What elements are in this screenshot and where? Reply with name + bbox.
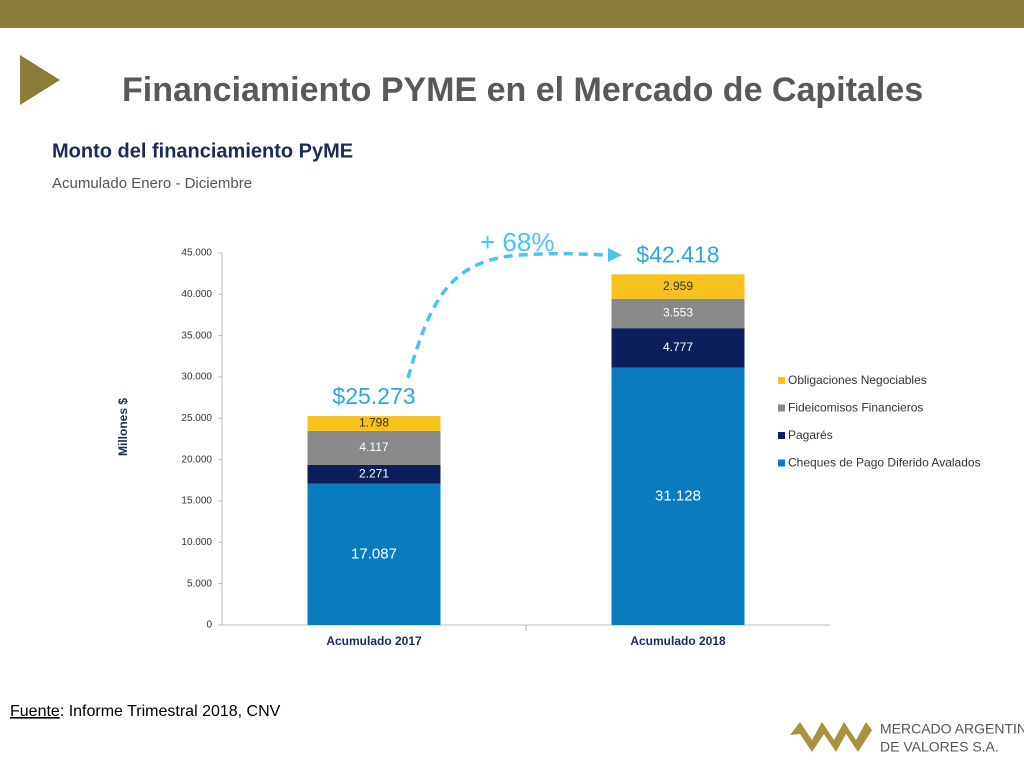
data-label: 1.798 — [359, 416, 389, 430]
legend-label: Pagarés — [788, 428, 833, 442]
source-text: : Informe Trimestral 2018, CNV — [60, 703, 281, 720]
y-tick-label: 20.000 — [181, 454, 212, 465]
growth-annotation: + 68% — [480, 227, 554, 257]
bar-segment — [307, 416, 441, 431]
logo-mark — [790, 722, 872, 752]
legend-swatch — [778, 459, 785, 467]
bar-segment — [611, 328, 745, 368]
legend-label: Obligaciones Negociables — [788, 373, 927, 387]
y-tick-label: 45.000 — [181, 248, 212, 259]
logo: MERCADO ARGENTINO DE VALORES S.A. — [790, 721, 1024, 755]
data-label: 2.959 — [663, 279, 693, 293]
total-label: $25.273 — [332, 383, 415, 409]
y-axis-label: Millones $ — [116, 398, 130, 456]
x-tick-label: Acumulado 2018 — [630, 634, 726, 648]
bar-segment — [611, 298, 745, 329]
title-arrow — [20, 55, 60, 105]
growth-arrowhead — [608, 248, 622, 262]
x-tick-label: Acumulado 2017 — [326, 634, 422, 648]
y-tick-label: 30.000 — [181, 372, 212, 383]
y-tick-label: 25.000 — [181, 413, 212, 424]
data-label: 2.271 — [359, 467, 389, 481]
data-label: 4.117 — [359, 440, 388, 454]
bar-segment — [307, 430, 441, 465]
y-tick-label: 10.000 — [181, 537, 212, 548]
legend-label: Fideicomisos Financieros — [788, 401, 923, 415]
data-label: 4.777 — [663, 340, 693, 354]
slide-title: Financiamiento PYME en el Mercado de Cap… — [122, 71, 923, 109]
data-label: 17.087 — [351, 545, 397, 562]
source-note: Fuente: Informe Trimestral 2018, CNV — [10, 703, 281, 720]
logo-line1: MERCADO ARGENTINO — [880, 721, 1024, 737]
source-label: Fuente — [10, 703, 60, 720]
logo-line2: DE VALORES S.A. — [880, 739, 999, 755]
total-label: $42.418 — [636, 241, 719, 267]
legend-swatch — [778, 432, 785, 439]
bar-segment — [611, 367, 745, 625]
bar-segment — [307, 464, 441, 484]
legend-swatch — [778, 404, 785, 412]
bar-segment — [307, 483, 441, 625]
y-tick-label: 35.000 — [181, 330, 212, 341]
legend-swatch — [778, 377, 785, 384]
y-tick-label: 0 — [206, 620, 212, 631]
y-tick-label: 5.000 — [187, 578, 212, 589]
data-label: 31.128 — [655, 487, 701, 504]
legend-label: Cheques de Pago Diferido Avalados — [788, 456, 981, 470]
chart-subtitle: Acumulado Enero - Diciembre — [52, 175, 252, 192]
bar-segment — [611, 274, 745, 299]
y-tick-label: 40.000 — [181, 289, 212, 300]
top-band — [0, 0, 1024, 28]
data-label: 3.553 — [663, 306, 693, 320]
y-tick-label: 15.000 — [181, 496, 212, 507]
growth-arrow — [406, 251, 613, 379]
chart-title: Monto del financiamiento PyME — [52, 140, 353, 162]
